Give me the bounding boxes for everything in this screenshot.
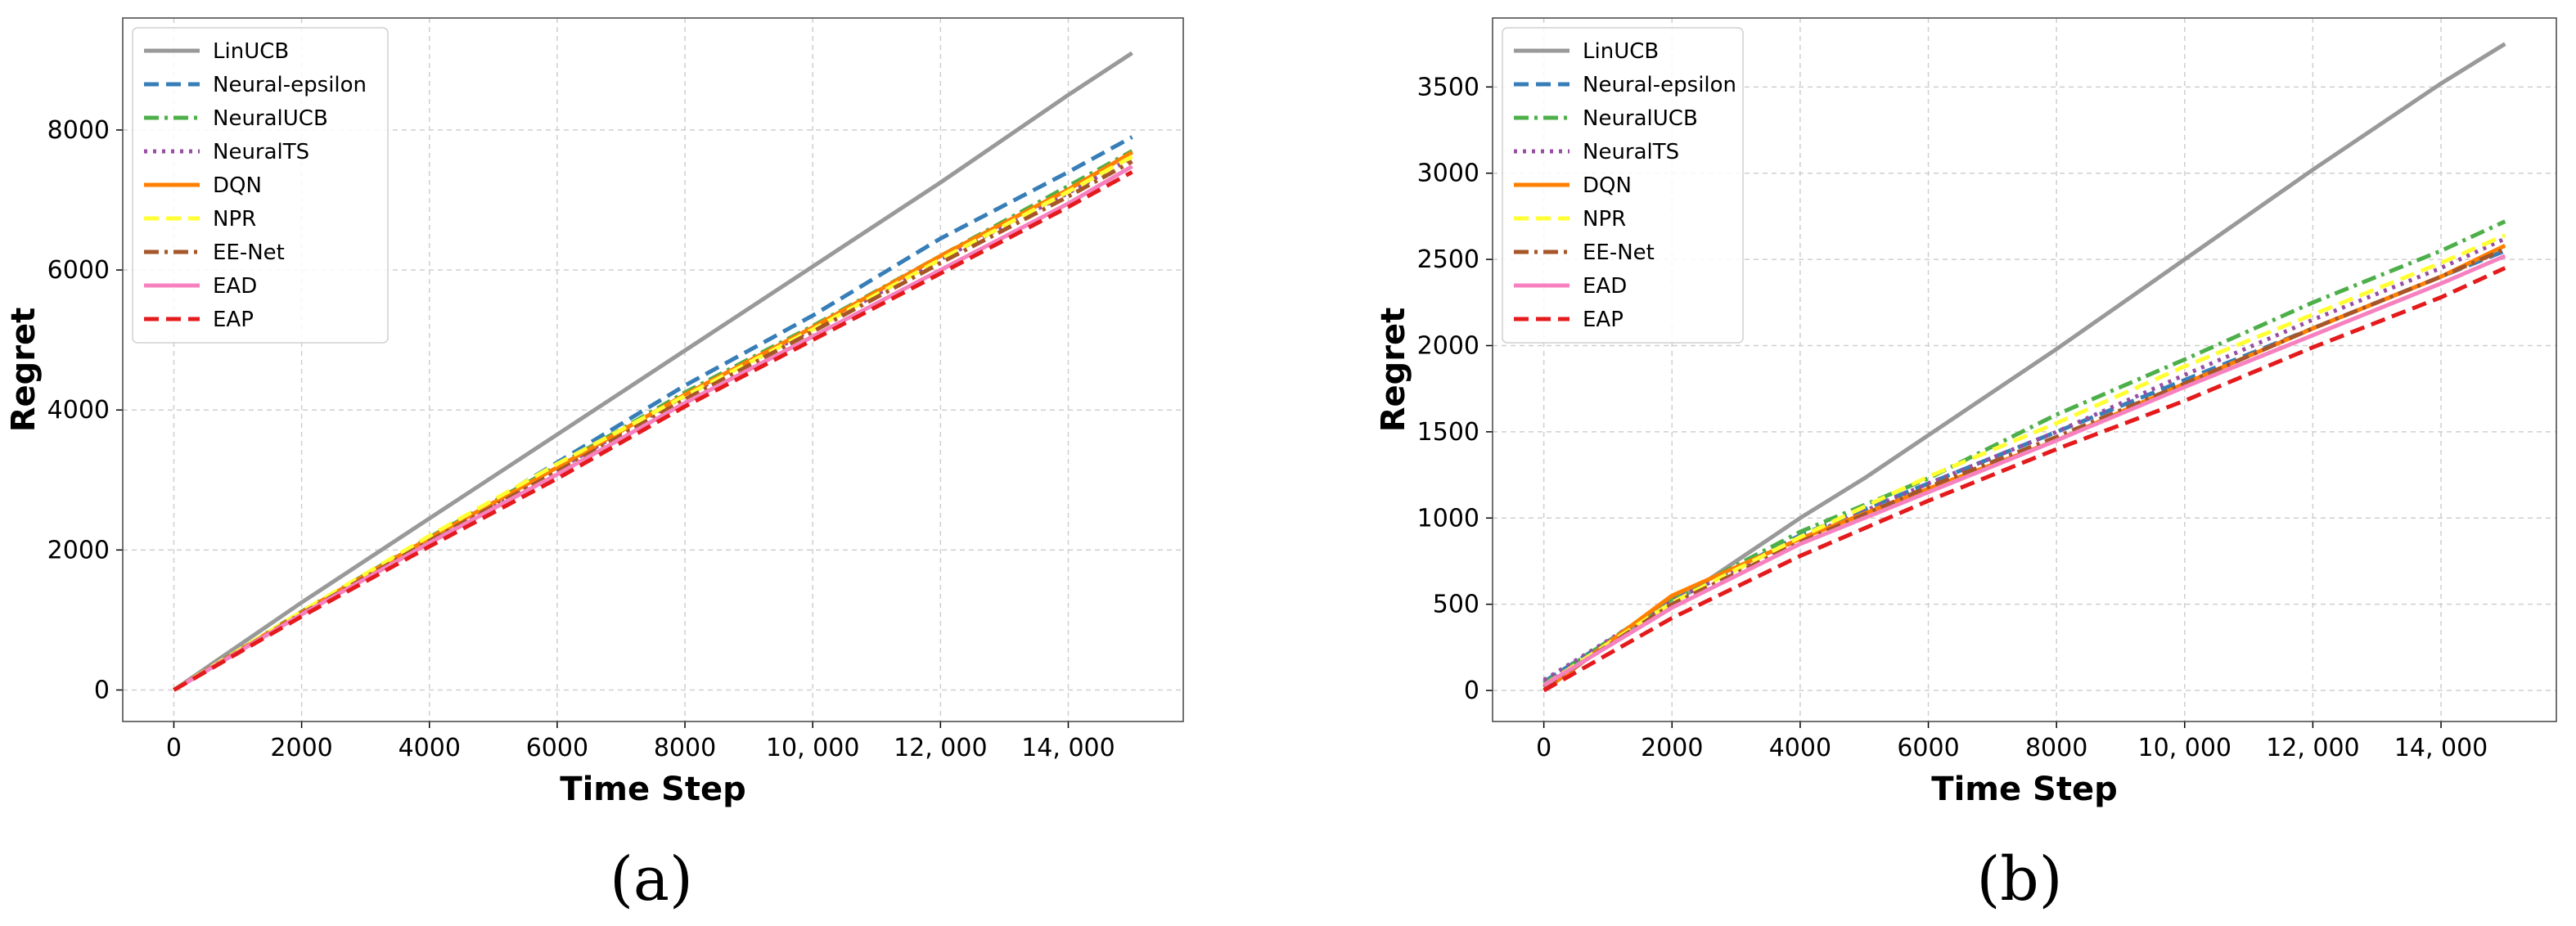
y-tick-label: 3500 [1417, 73, 1479, 101]
series-line-eap [173, 170, 1133, 692]
legend-label: DQN [1583, 173, 1632, 198]
y-tick-label: 500 [1433, 591, 1479, 619]
y-tick-label: 3000 [1417, 160, 1479, 188]
x-tick-label: 12, 000 [2266, 734, 2360, 762]
y-tick-label: 2000 [47, 536, 110, 564]
series-line-eap [1542, 266, 2506, 693]
plot-frame [122, 17, 1184, 722]
panel-label: (a) [610, 844, 693, 915]
x-tick-label: 6000 [526, 734, 588, 762]
x-tick-label: 10, 000 [766, 734, 860, 762]
legend-label: Neural-epsilon [1583, 73, 1736, 97]
x-axis-label: Time Step [1931, 771, 2117, 808]
x-tick-label: 8000 [654, 734, 716, 762]
legend-label: LinUCB [1583, 39, 1659, 64]
x-tick-label: 4000 [399, 734, 461, 762]
series-line-ead [173, 164, 1133, 692]
x-tick-label: 14, 000 [2394, 734, 2488, 762]
legend-label: NPR [1583, 207, 1626, 232]
x-tick-label: 2000 [1641, 734, 1703, 762]
panel-label: (b) [1976, 844, 2062, 915]
chart-panel-1: 0 2000 4000 6000 8000 10, 000 12, 000 14, 000 0 2… [5, 17, 1184, 915]
legend-label: EAP [213, 308, 254, 332]
legend-label: LinUCB [213, 39, 289, 64]
series-line-linucb [173, 51, 1133, 692]
legend-label: NeuralTS [1583, 140, 1679, 164]
series-line-neural-epsilon [173, 135, 1133, 692]
y-tick-label: 0 [1464, 677, 1479, 705]
legend-box [1502, 27, 1744, 344]
x-axis-label: Time Step [560, 771, 745, 808]
y-tick-label: 2500 [1417, 245, 1479, 274]
x-tick-label: 12, 000 [894, 734, 988, 762]
x-tick-label: 14, 000 [1021, 734, 1115, 762]
legend-label: NeuralUCB [213, 106, 328, 131]
legend: LinUCB Neural-epsilon NeuralUCB NeuralTS DQN… [132, 27, 389, 344]
series-line-ead [1542, 254, 2506, 687]
x-tick-label: 4000 [1769, 734, 1831, 762]
plot-frame [1492, 17, 2557, 722]
y-tick-label: 1500 [1417, 418, 1479, 447]
y-tick-label: 8000 [47, 116, 110, 145]
chart-panel-2: 0 2000 4000 6000 8000 10, 000 12, 000 14, 000 0 5… [1375, 17, 2557, 915]
legend-label: EAD [1583, 274, 1627, 299]
y-tick-label: 0 [94, 676, 110, 704]
x-tick-label: 0 [166, 734, 182, 762]
series-line-neuralucb [1542, 219, 2506, 686]
series-line-npr [173, 155, 1133, 692]
x-tick-label: 2000 [270, 734, 332, 762]
y-tick-label: 4000 [47, 396, 110, 425]
legend-label: EAD [213, 274, 257, 299]
legend-label: NPR [213, 207, 256, 232]
legend-label: Neural-epsilon [213, 73, 367, 97]
y-tick-label: 2000 [1417, 331, 1479, 360]
legend-label: NeuralUCB [1583, 106, 1698, 131]
x-tick-label: 0 [1536, 734, 1551, 762]
series-line-ee-net [1542, 247, 2506, 689]
x-tick-label: 6000 [1897, 734, 1959, 762]
y-tick-label: 6000 [47, 256, 110, 285]
legend-label: DQN [213, 173, 262, 198]
y-axis-label: Regret [1375, 308, 1412, 433]
y-axis-label: Regret [5, 308, 43, 433]
legend-label: NeuralTS [213, 140, 309, 164]
series-line-npr [1542, 233, 2506, 687]
legend-box [132, 27, 389, 344]
x-tick-label: 8000 [2025, 734, 2087, 762]
legend: LinUCB Neural-epsilon NeuralUCB NeuralTS DQN… [1502, 27, 1744, 344]
legend-label: EAP [1583, 308, 1624, 332]
legend-label: EE-Net [1583, 240, 1655, 265]
legend-label: EE-Net [213, 240, 285, 265]
y-tick-label: 1000 [1417, 504, 1479, 533]
x-tick-label: 10, 000 [2138, 734, 2232, 762]
